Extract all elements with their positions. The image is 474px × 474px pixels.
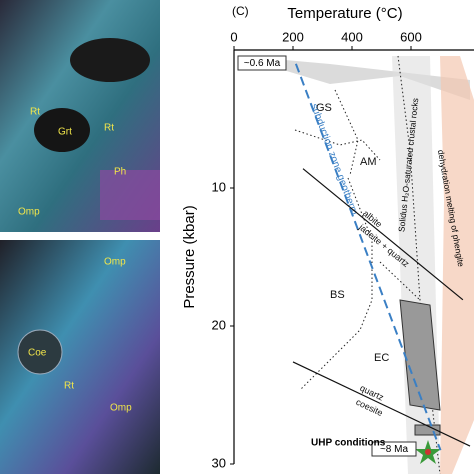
age-box (237, 55, 287, 71)
y-axis-title: Pressure (kbar) (181, 205, 198, 308)
y-tick-label: 10 (212, 179, 226, 194)
pt-estimate (399, 299, 441, 411)
x-axis-title: Temperature (°C) (287, 5, 402, 22)
mineral-label: Ph (114, 167, 126, 178)
uhp-label: UHP conditions (311, 438, 386, 449)
facies-label: AM (360, 156, 377, 168)
mineral-label: Omp (18, 207, 40, 218)
pt-estimate (414, 424, 441, 436)
mineral-label: Grt (58, 127, 72, 138)
age-box (371, 441, 417, 457)
series-line (302, 168, 464, 301)
x-tick-label: 400 (341, 29, 363, 44)
mineral-label: Rt (104, 123, 114, 134)
mineral-label: Rt (64, 381, 74, 392)
y-tick-label: 20 (212, 317, 226, 332)
x-tick-label: 200 (282, 29, 304, 44)
series-label: subduction zone geotherm (308, 102, 360, 216)
micrograph-bottom: Omp Coe Rt Omp (0, 240, 160, 474)
series-line (294, 63, 442, 451)
facies-label: GS (316, 102, 332, 114)
x-tick-label: 0 (230, 29, 237, 44)
mineral-label: Coe (28, 348, 47, 359)
mineral-label: Omp (104, 257, 126, 268)
x-tick-label: 600 (400, 29, 422, 44)
shaded-field (440, 56, 474, 474)
series-line (292, 361, 471, 447)
y-tick-label: 30 (212, 455, 226, 470)
age-label: ~0.6 Ma (244, 58, 281, 69)
mineral-label: Rt (30, 107, 40, 118)
star-center (425, 449, 431, 455)
age-label: ~8 Ma (380, 444, 409, 455)
pt-diagram: ~0.6 Ma ~8 Ma UHP conditions GS AM BS EC… (237, 55, 474, 474)
panel-label: (C) (232, 4, 249, 18)
micrograph-top: Rt Grt Rt Ph Omp (0, 0, 160, 232)
mineral-label: Omp (110, 403, 132, 414)
facies-label: EC (374, 352, 389, 364)
facies-label: BS (330, 289, 345, 301)
